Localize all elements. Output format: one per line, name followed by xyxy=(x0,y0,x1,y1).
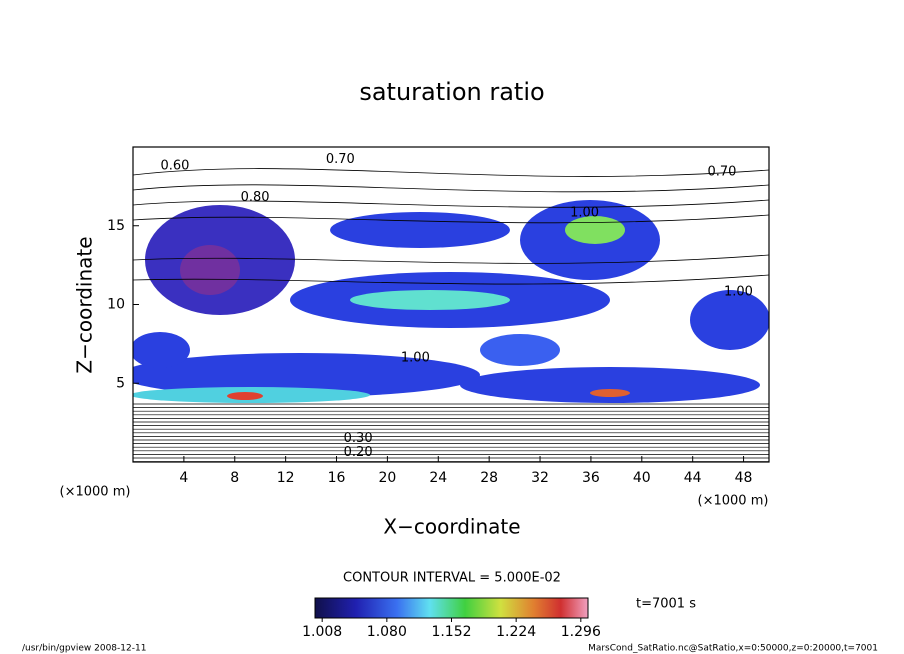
contour-label: 0.60 xyxy=(160,158,189,173)
time-label: t=7001 s xyxy=(636,597,696,612)
contour-label: 1.00 xyxy=(401,351,430,366)
colorbar-tick-label: 1.080 xyxy=(367,624,407,640)
colorbar-tick-label: 1.152 xyxy=(431,624,471,640)
contour-label: 0.20 xyxy=(344,445,373,460)
shading xyxy=(133,200,769,403)
y-tick-label: 5 xyxy=(116,375,125,391)
contour-label: 0.70 xyxy=(326,152,355,167)
colorbar-tick-label: 1.008 xyxy=(302,624,342,640)
x-axis-label: X−coordinate xyxy=(383,515,520,539)
contour-line xyxy=(133,184,769,193)
contour-line xyxy=(133,214,769,224)
x-tick-label: 20 xyxy=(378,470,396,486)
x-tick-label: 16 xyxy=(328,470,346,486)
contour-label: 0.30 xyxy=(344,431,373,446)
contour-label: 0.80 xyxy=(241,190,270,205)
contour-interval: CONTOUR INTERVAL = 5.000E-02 xyxy=(343,571,561,586)
y-axis-label: Z−coordinate xyxy=(73,236,97,373)
y-tick-label: 15 xyxy=(107,218,125,234)
colorbar-tick-label: 1.224 xyxy=(496,624,536,640)
y-axis-unit: (×1000 m) xyxy=(60,485,131,500)
contour-line xyxy=(133,168,769,177)
x-tick-label: 12 xyxy=(277,470,295,486)
x-tick-label: 28 xyxy=(480,470,498,486)
x-axis-unit: (×1000 m) xyxy=(698,494,769,509)
x-tick-label: 8 xyxy=(230,470,239,486)
x-tick-label: 40 xyxy=(633,470,651,486)
contour-label: 0.70 xyxy=(707,165,736,180)
y-tick-label: 10 xyxy=(107,297,125,313)
contour-label: 1.00 xyxy=(570,206,599,221)
x-tick-label: 24 xyxy=(429,470,447,486)
colorbar xyxy=(314,597,589,619)
footer-left: /usr/bin/gpview 2008-12-11 xyxy=(22,644,146,654)
colorbar-tick-label: 1.296 xyxy=(561,624,601,640)
x-tick-label: 44 xyxy=(684,470,702,486)
x-tick-label: 48 xyxy=(735,470,753,486)
contour-label: 1.00 xyxy=(724,284,753,299)
contour-line xyxy=(133,199,769,208)
x-tick-label: 36 xyxy=(582,470,600,486)
x-tick-label: 32 xyxy=(531,470,549,486)
footer-right: MarsCond_SatRatio.nc@SatRatio,x=0:50000,… xyxy=(588,644,878,654)
contour-line xyxy=(133,274,769,285)
chart-title: saturation ratio xyxy=(359,78,544,106)
contour-line xyxy=(133,254,769,264)
x-tick-label: 4 xyxy=(179,470,188,486)
